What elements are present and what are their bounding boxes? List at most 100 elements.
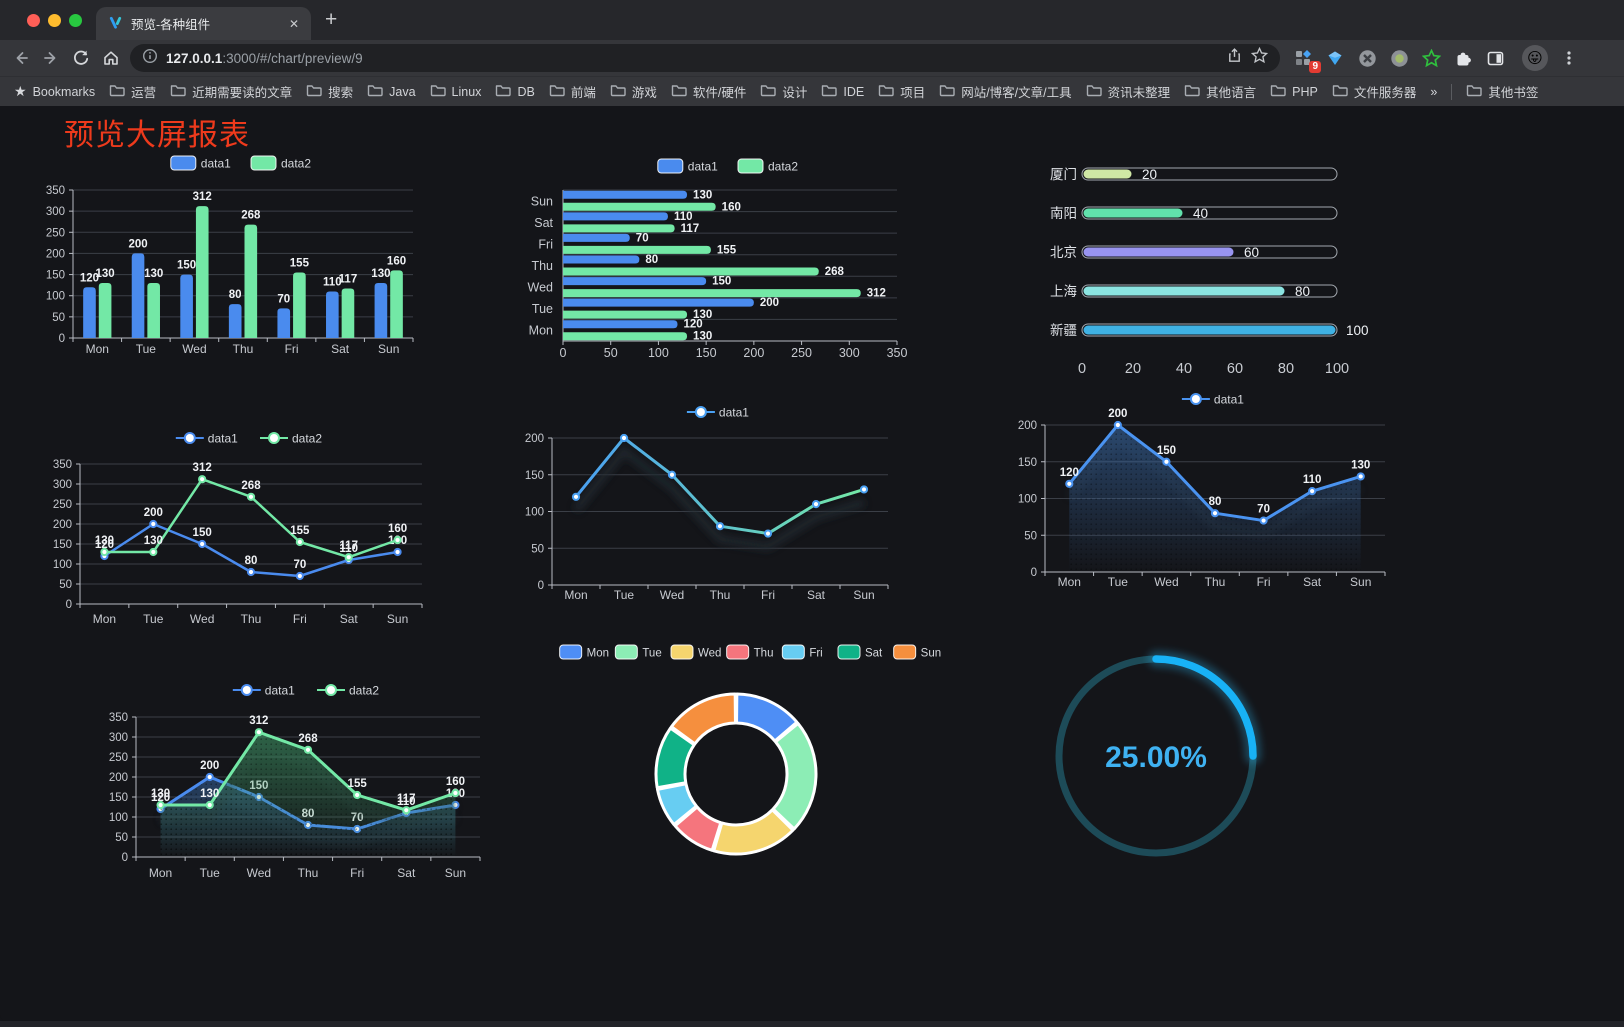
svg-text:70: 70	[277, 293, 290, 305]
home-icon	[104, 51, 118, 65]
svg-text:0: 0	[560, 346, 567, 360]
window-minimize-button[interactable]	[48, 14, 61, 27]
bookmark-folder[interactable]: PHP	[1270, 83, 1318, 100]
bookmark-folder[interactable]: 搜索	[306, 82, 353, 101]
svg-text:Wed: Wed	[528, 281, 554, 295]
url-path: :3000/#/chart/preview/9	[222, 50, 363, 66]
svg-text:350: 350	[887, 346, 908, 360]
extensions-puzzle-button[interactable]	[1452, 48, 1474, 68]
ext-record-button[interactable]	[1388, 48, 1410, 68]
svg-text:130: 130	[144, 535, 163, 547]
svg-text:250: 250	[109, 752, 128, 764]
svg-text:300: 300	[839, 346, 860, 360]
svg-text:Sat: Sat	[340, 612, 359, 626]
svg-text:300: 300	[46, 206, 65, 218]
svg-text:150: 150	[193, 527, 212, 539]
svg-text:Mon: Mon	[564, 588, 587, 602]
svg-text:0: 0	[538, 580, 544, 592]
svg-text:130: 130	[693, 189, 712, 201]
new-tab-button[interactable]: +	[325, 8, 338, 31]
profile-avatar[interactable]: 😛	[1522, 45, 1548, 71]
bookmark-folder[interactable]: 其他语言	[1184, 82, 1256, 101]
folder-icon	[760, 83, 777, 100]
chart-blue-area[interactable]: data1 0 50 100 150 200 Mon Tue Wed Thu Fri Sat Sun 12…	[990, 388, 1400, 602]
svg-text:312: 312	[193, 462, 212, 474]
other-bookmarks-folder[interactable]: 其他书签	[1466, 82, 1538, 101]
svg-text:Thu: Thu	[298, 866, 319, 880]
svg-text:60: 60	[1227, 361, 1243, 377]
bookmark-folder[interactable]: Java	[367, 83, 416, 100]
chart-grouped-bar[interactable]: data1 data2 0 50 100 150 200 250 300 350 Mon Tue Wed…	[45, 150, 465, 365]
chart-gauge-ring[interactable]: 25.00%	[1040, 640, 1370, 882]
svg-text:Sun: Sun	[387, 612, 408, 626]
folder-icon	[1270, 83, 1286, 100]
chart-two-lines[interactable]: data1 data2 0 50 100 150 200 250 300 350 Mon Tue Wed…	[48, 425, 466, 637]
bookmarks-overflow-chevron[interactable]: »	[1430, 84, 1438, 99]
bookmark-folder[interactable]: 游戏	[610, 82, 657, 101]
reload-button[interactable]	[66, 43, 96, 73]
svg-text:Sat: Sat	[534, 216, 553, 230]
info-icon[interactable]	[142, 48, 158, 69]
folder-icon	[1086, 83, 1102, 100]
svg-text:120: 120	[80, 272, 99, 284]
svg-text:Tue: Tue	[532, 302, 553, 316]
svg-text:130: 130	[693, 309, 712, 321]
bookmark-folder[interactable]: IDE	[821, 83, 864, 100]
bookmark-folder[interactable]: 网站/博客/文章/工具	[939, 82, 1072, 101]
svg-text:160: 160	[388, 523, 407, 535]
bookmark-folder[interactable]: 软件/硬件	[671, 82, 746, 101]
chart-donut-pie[interactable]: Mon Tue Wed Thu Fri Sat Sun	[555, 638, 945, 894]
ext-blocks-button[interactable]: 9	[1292, 48, 1321, 73]
svg-text:100: 100	[46, 291, 65, 303]
tab-close-button[interactable]: ✕	[288, 16, 299, 31]
address-bar[interactable]: 127.0.0.1:3000/#/chart/preview/9	[130, 44, 1280, 72]
svg-text:Thu: Thu	[233, 342, 254, 356]
chart-grouped-hbar[interactable]: data1 data2 0 50 100 150 200 250 300 350 Mon 120 130…	[500, 155, 910, 373]
ext-logo-button[interactable]	[1356, 48, 1378, 68]
bookmarks-root[interactable]: ★ Bookmarks	[14, 83, 96, 99]
svg-text:200: 200	[1108, 408, 1127, 420]
bookmark-folder[interactable]: 项目	[878, 82, 925, 101]
svg-text:Tue: Tue	[136, 342, 157, 356]
svg-text:200: 200	[46, 248, 65, 260]
window-close-button[interactable]	[27, 14, 40, 27]
side-panel-button[interactable]	[1484, 48, 1506, 68]
forward-button[interactable]	[36, 43, 66, 73]
bookmark-folder[interactable]: DB	[495, 83, 535, 100]
bookmark-folder[interactable]: 近期需要读的文章	[170, 82, 292, 101]
ext-green-star-button[interactable]	[1420, 48, 1442, 68]
svg-text:117: 117	[339, 274, 358, 286]
chart-two-areas[interactable]: data1 data2 0 50 100 150 200 250 300 350 Mon Tue Wed…	[105, 678, 523, 892]
bookmark-folder[interactable]: 资讯未整理	[1086, 82, 1170, 101]
svg-text:100: 100	[53, 559, 72, 571]
svg-text:Wed: Wed	[247, 866, 271, 880]
svg-text:50: 50	[531, 543, 544, 555]
browser-tab[interactable]: 预览-各种组件 ✕	[96, 7, 311, 40]
svg-text:Thu: Thu	[710, 588, 731, 602]
share-button[interactable]	[1226, 47, 1243, 69]
menu-button[interactable]	[1558, 48, 1580, 68]
chart-city-progress[interactable]: 厦门 20 南阳 40 北京 60 上海 80 新疆 100 0 20 40 60 80 100	[1000, 158, 1396, 390]
back-button[interactable]	[6, 43, 36, 73]
bookmark-star-button[interactable]	[1250, 46, 1269, 69]
bookmark-folder[interactable]: 前端	[549, 82, 596, 101]
ext-gem-button[interactable]	[1324, 48, 1346, 68]
svg-text:Thu: Thu	[754, 648, 774, 660]
svg-text:268: 268	[241, 210, 261, 222]
bookmark-folder[interactable]: Linux	[430, 83, 481, 100]
record-circle-icon	[1390, 49, 1408, 67]
bookmark-folder[interactable]: 文件服务器	[1332, 82, 1416, 101]
url-text[interactable]: 127.0.0.1:3000/#/chart/preview/9	[166, 51, 1218, 66]
bookmark-folder[interactable]: 设计	[760, 82, 807, 101]
svg-text:Wed: Wed	[1154, 575, 1178, 589]
bookmark-folder[interactable]: 运营	[109, 82, 156, 101]
svg-text:Fri: Fri	[761, 588, 775, 602]
dashboard-page: 预览大屏报表 data1 data2 0 50 100 150 200 250 300 350 Mo…	[0, 106, 1624, 1021]
svg-text:新疆: 新疆	[1050, 323, 1077, 338]
svg-text:data1: data1	[719, 406, 749, 420]
svg-text:0: 0	[66, 599, 72, 611]
chart-gradient-line[interactable]: data1 0 50 100 150 200 Mon Tue Wed Thu Fri Sat Sun	[505, 400, 905, 614]
bookmarks-star-icon: ★	[14, 83, 27, 99]
window-zoom-button[interactable]	[69, 14, 82, 27]
home-button[interactable]	[96, 43, 126, 73]
